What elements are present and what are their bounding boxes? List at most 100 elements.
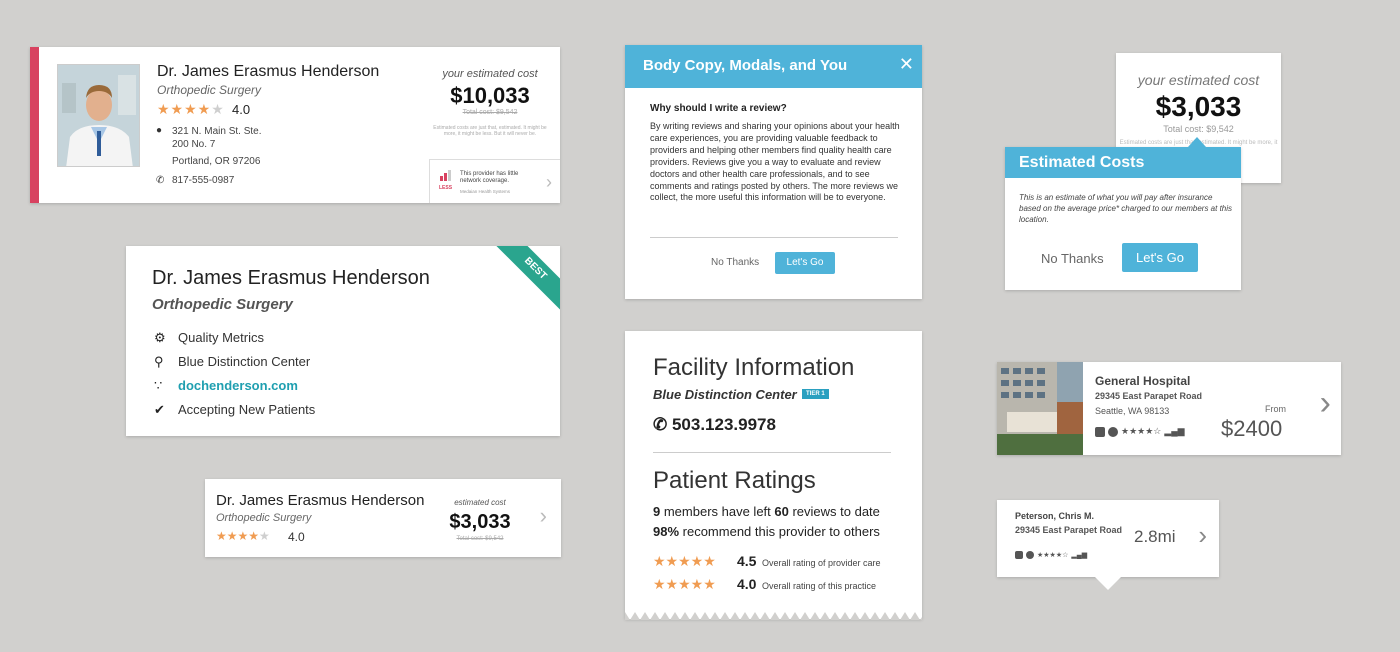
- hospital-address: 29345 East Parapet Road: [1095, 391, 1203, 401]
- mini-provider-card[interactable]: Peterson, Chris M. 29345 East Parapet Ro…: [997, 500, 1219, 590]
- total-cost: Total cost: $9,542: [456, 536, 504, 542]
- chevron-right-icon[interactable]: ›: [539, 503, 547, 528]
- provider-specialty: Orthopedic Surgery: [216, 512, 312, 524]
- members-text-a: members have left: [660, 504, 775, 519]
- rating-value: 4.0: [288, 530, 305, 544]
- address-line2: 200 No. 7: [172, 139, 216, 150]
- pointer-caret: [1095, 577, 1121, 590]
- members-count: 9: [653, 504, 661, 519]
- estimated-cost: $10,033: [450, 83, 530, 108]
- cost-label: your estimated cost: [1137, 72, 1260, 88]
- chevron-right-icon[interactable]: ›: [1319, 384, 1331, 422]
- price-card: your estimated cost $3,033 Total cost: $…: [1116, 53, 1281, 183]
- address-city: Portland, OR 97206: [172, 156, 261, 167]
- rss-icon: ∵: [154, 378, 163, 393]
- network-source: Medaian Health Systems: [460, 189, 511, 194]
- rating-value: 4.0: [232, 102, 251, 117]
- lets-go-button[interactable]: Let's Go: [1122, 243, 1198, 272]
- tooltip-body: This is an estimate of what you will pay…: [1019, 193, 1233, 224]
- phone-number[interactable]: 817-555-0987: [172, 175, 235, 186]
- rating1-stars: ★★★★★: [653, 553, 716, 569]
- estimated-costs-tooltip: Estimated Costs This is an estimate of w…: [1005, 137, 1241, 290]
- total-cost: Total cost: $9,542: [1163, 124, 1234, 134]
- close-icon[interactable]: ✕: [898, 54, 914, 74]
- facility-designation: Blue Distinction Center: [653, 387, 797, 402]
- tooltip-title: Estimated Costs: [1019, 154, 1145, 171]
- modal-title: Body Copy, Modals, and You: [643, 57, 848, 74]
- provider-badges: ★★★★☆ ▂▄▆: [1015, 551, 1087, 560]
- provider-specialty: Orthopedic Surgery: [152, 296, 293, 313]
- tooltip-caret: [1188, 137, 1206, 147]
- members-text-b: reviews to date: [788, 504, 880, 519]
- stars-empty: ★: [211, 101, 225, 117]
- chevron-right-icon[interactable]: ›: [1198, 520, 1207, 550]
- hospital-card[interactable]: General Hospital 29345 East Parapet Road…: [997, 362, 1341, 455]
- detail-blue-distinction: ⚲ Blue Distinction Center: [154, 354, 310, 370]
- phone-number[interactable]: 503.123.9978: [671, 415, 776, 434]
- stars-filled: ★★★★: [216, 529, 260, 543]
- rating-stars: ★★★★★: [157, 101, 225, 118]
- tier-badge: TIER 1: [802, 389, 829, 399]
- detail-label: Quality Metrics: [178, 330, 264, 345]
- signal-icon: ▂▄▆: [1164, 426, 1185, 436]
- address: 321 N. Main St. Ste. 200 No. 7: [172, 125, 262, 151]
- network-note[interactable]: LESS This provider has little network co…: [429, 159, 560, 203]
- rating-stars: ★★★★☆: [1121, 426, 1162, 437]
- modal-body: By writing reviews and sharing your opin…: [650, 121, 900, 203]
- provider-name[interactable]: Dr. James Erasmus Henderson: [157, 63, 380, 80]
- detail-website[interactable]: ∵ dochenderson.com: [154, 378, 298, 394]
- detail-quality-metrics[interactable]: ⚙ Quality Metrics: [154, 330, 264, 346]
- rating-stars: ★★★★★: [216, 529, 270, 543]
- rating1-label: Overall rating of provider care: [762, 558, 881, 568]
- hospital-city: Seattle, WA 98133: [1095, 406, 1170, 416]
- stars-empty: ★: [259, 529, 270, 543]
- rating2-label: Overall rating of this practice: [762, 581, 877, 591]
- estimated-cost: $3,033: [1155, 91, 1242, 122]
- reviews-count: 60: [774, 504, 789, 519]
- members-summary: 9 members have left 60 reviews to date: [653, 504, 880, 519]
- no-thanks-button[interactable]: No Thanks: [1041, 251, 1104, 266]
- facility-card: Facility Information Blue Distinction Ce…: [625, 331, 922, 620]
- cost-icon: [1026, 551, 1034, 560]
- facility-phone[interactable]: ✆ 503.123.9978: [653, 415, 776, 435]
- hospital-price: $2400: [1221, 416, 1283, 441]
- provider-name[interactable]: Peterson, Chris M.: [1015, 511, 1095, 521]
- cost-disclaimer: Estimated costs are just that, estimated…: [433, 125, 547, 137]
- provider-name[interactable]: Dr. James Erasmus Henderson: [152, 267, 430, 289]
- bar-chart-icon: [440, 169, 452, 181]
- rating-stars: ★★★★☆: [1037, 552, 1069, 560]
- review-icon: [1095, 426, 1105, 437]
- chevron-right-icon[interactable]: ›: [546, 172, 552, 192]
- recommend-summary: 98% recommend this provider to others: [653, 524, 880, 539]
- provider-card-detail[interactable]: Dr. James Erasmus Henderson Orthopedic S…: [126, 246, 560, 436]
- cost-icon: [1108, 426, 1118, 437]
- hospital-badges: ★★★★☆ ▂▄▆: [1095, 426, 1185, 437]
- distance: 2.8mi: [1134, 527, 1176, 546]
- total-cost: Total cost: $9,542: [462, 109, 518, 116]
- address-line1: 321 N. Main St. Ste.: [172, 126, 262, 137]
- accent-bar: [30, 47, 39, 203]
- review-modal: Body Copy, Modals, and You ✕ Why should …: [625, 45, 922, 299]
- hospital-name[interactable]: General Hospital: [1095, 374, 1191, 388]
- location-icon: ●: [156, 125, 163, 136]
- hospital-photo: [997, 362, 1083, 455]
- provider-card-full[interactable]: Dr. James Erasmus Henderson Orthopedic S…: [30, 47, 560, 203]
- check-icon: ✔: [154, 402, 165, 417]
- phone-icon: ✆: [156, 175, 165, 186]
- estimated-cost: $3,033: [449, 511, 511, 533]
- lets-go-button[interactable]: Let's Go: [775, 252, 835, 274]
- cost-label: estimated cost: [454, 498, 506, 507]
- rating2-stars: ★★★★★: [653, 576, 716, 592]
- cost-label: your estimated cost: [442, 68, 538, 80]
- rating2-value: 4.0: [737, 576, 757, 592]
- provider-card-compact[interactable]: Dr. James Erasmus Henderson Orthopedic S…: [205, 479, 561, 557]
- no-thanks-button[interactable]: No Thanks: [711, 257, 760, 268]
- provider-name[interactable]: Dr. James Erasmus Henderson: [216, 492, 425, 509]
- modal-question: Why should I write a review?: [650, 103, 787, 114]
- provider-specialty: Orthopedic Surgery: [157, 83, 262, 97]
- modal-header: [625, 45, 922, 88]
- detail-accepting: ✔ Accepting New Patients: [154, 402, 315, 418]
- website-link[interactable]: dochenderson.com: [178, 378, 298, 393]
- detail-label: Blue Distinction Center: [178, 354, 311, 369]
- ribbon-icon: ⚲: [154, 354, 164, 369]
